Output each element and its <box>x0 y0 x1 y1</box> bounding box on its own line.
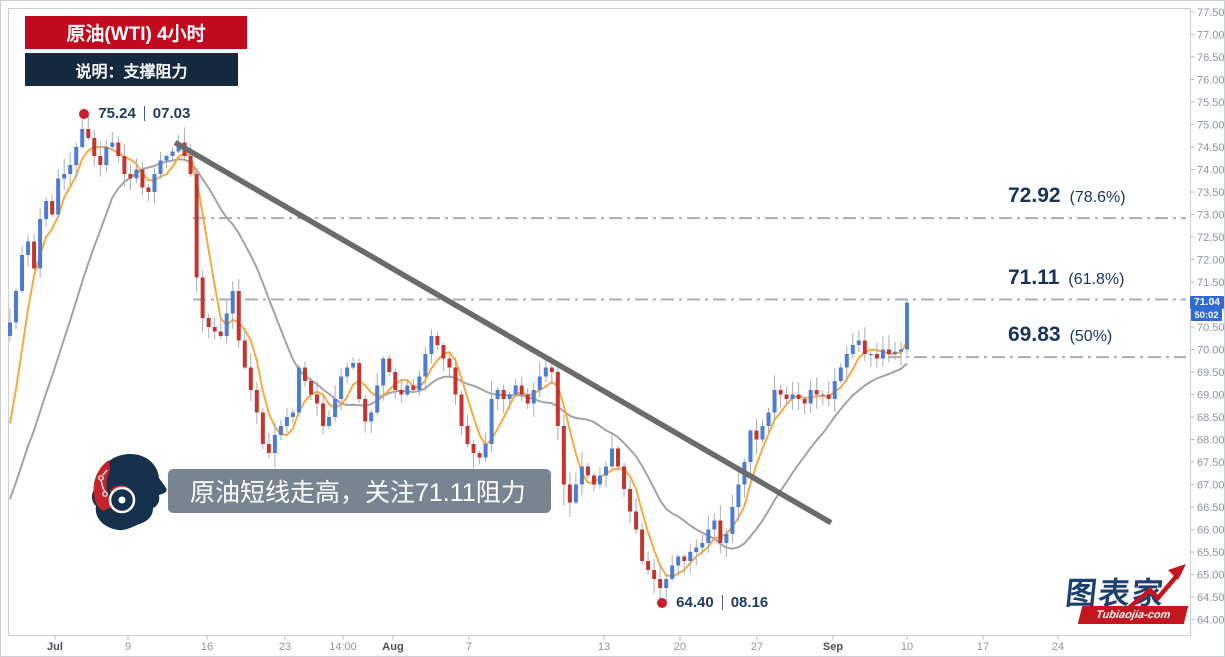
brand-logo: 图表家 Tubiaojia-com <box>1060 564 1196 630</box>
svg-text:20: 20 <box>674 641 686 653</box>
marker-separator <box>721 595 723 610</box>
high-price-marker: 75.24 07.03 <box>79 105 190 123</box>
high-marker-date: 07.03 <box>152 105 191 123</box>
svg-text:74.00: 74.00 <box>1197 164 1225 176</box>
chart-title-banner: 原油(WTI) 4小时 <box>25 16 247 49</box>
svg-text:68.00: 68.00 <box>1197 434 1225 446</box>
svg-text:64.00: 64.00 <box>1197 614 1225 626</box>
low-marker-date: 08.16 <box>730 594 769 611</box>
fib-percent: (61.8%) <box>1068 270 1125 288</box>
svg-text:24: 24 <box>1052 641 1064 653</box>
svg-text:64.50: 64.50 <box>1197 592 1225 604</box>
svg-text:67.00: 67.00 <box>1197 479 1225 491</box>
svg-text:73.50: 73.50 <box>1197 187 1225 199</box>
svg-text:69.50: 69.50 <box>1197 367 1225 379</box>
fib-percent: (78.6%) <box>1069 189 1126 207</box>
high-marker-price: 75.24 <box>98 105 136 123</box>
low-price-marker: 64.40 08.16 <box>657 594 768 612</box>
svg-text:Sep: Sep <box>823 641 843 653</box>
svg-text:23: 23 <box>279 641 291 653</box>
svg-text:67.50: 67.50 <box>1197 457 1225 469</box>
low-marker-price: 64.40 <box>676 594 714 611</box>
svg-text:72.00: 72.00 <box>1197 254 1225 266</box>
brand-logo-url: Tubiaojia-com <box>1094 609 1172 621</box>
svg-text:13: 13 <box>598 641 610 653</box>
fib-level-label-50: 69.83 (50%) <box>1008 323 1112 347</box>
brand-logo-strip: Tubiaojia-com <box>1077 606 1189 624</box>
svg-text:71.50: 71.50 <box>1197 277 1225 289</box>
fib-price: 72.92 <box>1008 184 1061 208</box>
analyst-avatar-icon <box>91 454 167 531</box>
svg-text:10: 10 <box>901 641 913 653</box>
svg-text:76.00: 76.00 <box>1197 74 1225 86</box>
last-price-value: 71.04 <box>1193 296 1221 309</box>
analysis-callout-text: 原油短线走高，关注71.11阻力 <box>190 479 526 507</box>
svg-text:73.00: 73.00 <box>1197 209 1225 221</box>
last-price-tag: 71.04 <box>1190 295 1224 309</box>
chart-subtitle: 说明：支撑阻力 <box>75 63 188 81</box>
svg-text:70.50: 70.50 <box>1197 322 1225 334</box>
svg-text:76.50: 76.50 <box>1197 52 1225 64</box>
svg-text:17: 17 <box>977 641 989 653</box>
svg-text:70.00: 70.00 <box>1197 344 1225 356</box>
candle-countdown-tag: 50:02 <box>1191 309 1222 322</box>
fib-price: 69.83 <box>1008 323 1061 347</box>
svg-text:66.00: 66.00 <box>1197 524 1225 536</box>
svg-text:72.50: 72.50 <box>1197 232 1225 244</box>
svg-text:9: 9 <box>125 641 131 653</box>
fib-price: 71.11 <box>1008 265 1060 289</box>
fib-percent: (50%) <box>1069 328 1113 346</box>
svg-text:66.50: 66.50 <box>1197 502 1225 514</box>
low-marker-dot-icon <box>657 597 668 608</box>
svg-text:27: 27 <box>751 641 763 653</box>
svg-text:65.00: 65.00 <box>1197 569 1225 581</box>
high-marker-dot-icon <box>79 108 90 119</box>
svg-text:68.50: 68.50 <box>1197 412 1225 424</box>
marker-separator <box>143 106 145 122</box>
svg-text:75.50: 75.50 <box>1197 97 1225 109</box>
svg-text:75.00: 75.00 <box>1197 119 1225 131</box>
chart-subtitle-banner: 说明：支撑阻力 <box>25 53 238 86</box>
svg-text:7: 7 <box>466 641 472 653</box>
svg-text:74.50: 74.50 <box>1197 142 1225 154</box>
svg-text:77.00: 77.00 <box>1197 29 1225 41</box>
svg-text:69.00: 69.00 <box>1197 389 1225 401</box>
svg-text:Aug: Aug <box>382 641 403 653</box>
svg-text:77.50: 77.50 <box>1197 7 1225 19</box>
chart-title: 原油(WTI) 4小时 <box>66 24 206 45</box>
svg-text:14:00: 14:00 <box>329 641 357 653</box>
svg-text:16: 16 <box>201 641 213 653</box>
fib-level-label-786: 72.92 (78.6%) <box>1008 184 1126 208</box>
svg-text:Jul: Jul <box>47 641 63 653</box>
fib-level-label-618: 71.11 (61.8%) <box>1008 266 1124 290</box>
candle-countdown-value: 50:02 <box>1194 309 1219 321</box>
analysis-callout: 原油短线走高，关注71.11阻力 <box>168 469 551 513</box>
logo-arrow-icon <box>1122 564 1186 614</box>
svg-text:65.50: 65.50 <box>1197 547 1225 559</box>
